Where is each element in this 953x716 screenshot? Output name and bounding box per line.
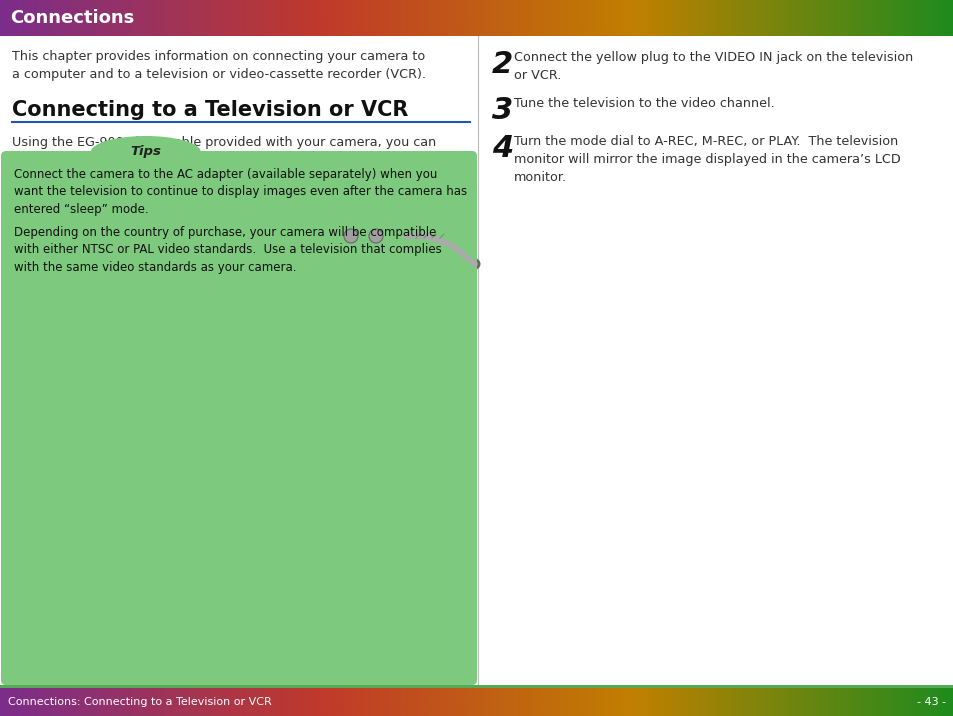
- Ellipse shape: [91, 136, 200, 168]
- Text: 2: 2: [492, 50, 513, 79]
- Circle shape: [369, 229, 382, 243]
- Text: Tips: Tips: [131, 145, 161, 158]
- Bar: [477, 36, 953, 688]
- Text: Connect the cable to the camera by
inserting the black plug into the video jack
: Connect the cable to the camera by inser…: [32, 195, 306, 244]
- Bar: [0, 685, 953, 688]
- Text: Connect the camera to the AC adapter (available separately) when you
want the te: Connect the camera to the AC adapter (av…: [14, 168, 467, 216]
- Circle shape: [344, 229, 357, 243]
- Text: Turn the mode dial to A-REC, M-REC, or PLAY.  The television
monitor will mirror: Turn the mode dial to A-REC, M-REC, or P…: [514, 135, 900, 184]
- Text: This chapter provides information on connecting your camera to
a computer and to: This chapter provides information on con…: [12, 50, 426, 81]
- Text: Connecting to a Television or VCR: Connecting to a Television or VCR: [12, 100, 408, 120]
- Text: Using the EG-900 video cable provided with your camera, you can
connect your cam: Using the EG-900 video cable provided wi…: [12, 136, 436, 185]
- Bar: [0, 36, 477, 688]
- Bar: [330, 186, 470, 276]
- Text: Tune the television to the video channel.: Tune the television to the video channel…: [514, 97, 774, 110]
- Text: 1: 1: [12, 194, 33, 223]
- FancyBboxPatch shape: [390, 230, 406, 242]
- Text: Connections: Connecting to a Television or VCR: Connections: Connecting to a Television …: [8, 697, 272, 707]
- Text: Depending on the country of purchase, your camera will be compatible
with either: Depending on the country of purchase, yo…: [14, 226, 441, 274]
- FancyBboxPatch shape: [1, 151, 476, 685]
- Text: - 43 -: - 43 -: [916, 697, 945, 707]
- Text: 3: 3: [492, 96, 513, 125]
- FancyBboxPatch shape: [335, 214, 392, 258]
- Text: Connect the yellow plug to the VIDEO IN jack on the television
or VCR.: Connect the yellow plug to the VIDEO IN …: [514, 51, 912, 82]
- Text: Connections: Connections: [10, 9, 134, 27]
- Text: 4: 4: [492, 134, 513, 163]
